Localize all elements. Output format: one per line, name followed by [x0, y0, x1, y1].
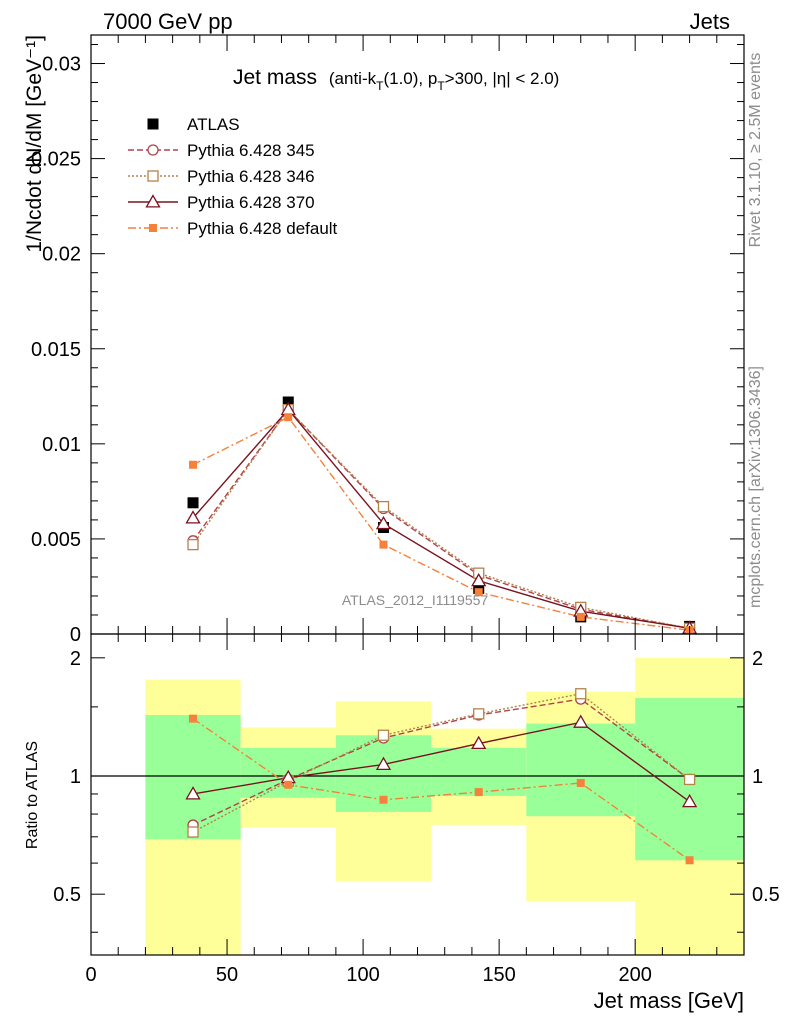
ratio-y-tick-label-left-0: 0.5: [53, 884, 81, 906]
main-point-3-3: [471, 572, 487, 587]
legend-label-3: Pythia 6.428 370: [187, 193, 315, 212]
ratio-point-2-2: [375, 756, 392, 770]
legend: ATLAS Pythia 6.428 345 Pythia 6.428 346 Pyt…: [128, 115, 338, 238]
main-series-markers: [185, 396, 698, 635]
main-y-tick-label-6: 0.03: [42, 54, 81, 76]
main-point-4-3: [474, 588, 483, 597]
energy-label: 7000 GeV pp: [103, 9, 233, 34]
legend-marker-0: [147, 118, 159, 130]
legend-label-4: Pythia 6.428 default: [187, 219, 338, 238]
legend-marker-4: [149, 224, 157, 232]
x-tick-label-0: 0: [85, 964, 96, 986]
main-point-3-2: [375, 515, 392, 530]
ratio-series-line-1: [192, 693, 691, 833]
main-y-axis-label: 1/Ncdot dN/dM [GeV⁻¹]: [23, 35, 46, 253]
main-axes: 0 0.005 0.01 0.015 0.02 0.025 0.03: [31, 35, 745, 646]
main-point-0-0: [187, 497, 199, 509]
ratio-point-1-5: [683, 773, 696, 786]
ratio-axes: 0.5 0.5 1 1 2 2 0 50 100 150 200: [53, 634, 780, 986]
main-point-4-1: [284, 413, 293, 422]
ratio-y-tick-label-left-1: 1: [70, 766, 81, 788]
ratio-point-1-3: [473, 708, 485, 720]
ratio-point-3-1: [284, 780, 293, 789]
main-point-2-0: [187, 538, 199, 551]
x-tick-label-3: 150: [482, 964, 515, 986]
ratio-point-1-0: [187, 826, 199, 838]
main-series-lines: [192, 408, 690, 631]
ratio-point-3-2: [379, 795, 388, 804]
mcplots-label: mcplots.cern.ch [arXiv:1306.3436]: [747, 366, 764, 608]
rivet-label: Rivet 3.1.10, ≥ 2.5M events: [747, 53, 764, 248]
ratio-series-markers: [185, 688, 698, 865]
main-y-tick-label-4: 0.02: [42, 244, 81, 266]
main-point-4-4: [576, 612, 585, 621]
x-tick-label-1: 50: [216, 964, 238, 986]
ratio-point-1-4: [575, 688, 587, 700]
ratio-series-line-0: [192, 698, 690, 826]
legend-label-0: ATLAS: [187, 115, 240, 134]
main-series-line-1: [192, 408, 690, 629]
category-label: Jets: [690, 9, 730, 34]
ratio-y-tick-label-right-0: 0.5: [752, 884, 780, 906]
legend-marker-1: [147, 144, 159, 156]
inner-band-4: [526, 723, 636, 817]
inner-band-3: [431, 747, 527, 796]
ratio-y-tick-label-right-1: 1: [752, 766, 763, 788]
title-note-subscript-2: T: [437, 79, 445, 93]
ratio-y-tick-label-right-2: 2: [752, 648, 763, 670]
main-point-2-2: [377, 500, 390, 513]
main-plot-title-text: Jet mass: [233, 66, 317, 89]
ratio-series-lines: [192, 693, 691, 861]
title-note-subscript-1: T: [376, 79, 384, 93]
x-tick-label-2: 100: [346, 964, 379, 986]
legend-label-2: Pythia 6.428 346: [187, 167, 315, 186]
ratio-point-3-0: [189, 714, 198, 723]
main-y-tick-label-2: 0.01: [42, 434, 81, 456]
legend-marker-2: [147, 170, 159, 182]
ratio-plot: 0.5 0.5 1 1 2 2 0 50 100 150 200 Ratio to ATLAS Je…: [24, 633, 780, 1013]
ratio-point-3-3: [474, 788, 483, 797]
ratio-point-2-5: [681, 793, 698, 808]
main-point-3-0: [185, 510, 201, 524]
ratio-series-line-2: [192, 721, 690, 803]
ratio-point-3-4: [576, 778, 585, 787]
main-y-tick-label-0: 0: [70, 624, 81, 646]
analysis-watermark: ATLAS_2012_I1119557: [342, 592, 489, 608]
main-plot-title: Jet mass (anti-kT(1.0), pT>300, |η| < 2.…: [233, 66, 559, 93]
ratio-point-2-4: [573, 714, 589, 728]
ratio-series-line-3: [192, 718, 690, 861]
title-note-part-1: (anti-k: [329, 69, 377, 88]
main-point-4-2: [379, 540, 388, 549]
ratio-point-2-3: [471, 735, 487, 750]
main-plot: 0 0.005 0.01 0.015 0.02 0.025 0.03 1/Ncdot dN/…: [23, 34, 745, 646]
ratio-point-3-5: [685, 856, 694, 865]
main-point-4-0: [189, 460, 198, 469]
ratio-point-1-2: [377, 729, 390, 741]
ratio-y-axis-label: Ratio to ATLAS: [24, 741, 41, 849]
x-axis-label: Jet mass [GeV]: [594, 988, 744, 1013]
main-series-line-2: [192, 408, 690, 629]
main-y-tick-label-3: 0.015: [31, 339, 81, 361]
title-note-part-2: (1.0), p: [383, 69, 437, 88]
title-note-part-3: >300, |η| < 2.0): [445, 69, 560, 88]
inner-band-0: [145, 715, 241, 840]
legend-label-1: Pythia 6.428 345: [187, 141, 315, 160]
ratio-point-2-0: [185, 786, 201, 800]
main-y-tick-label-5: 0.025: [31, 149, 81, 171]
legend-marker-3: [145, 194, 161, 208]
main-y-tick-label-1: 0.005: [31, 529, 81, 551]
x-tick-label-4: 200: [618, 964, 651, 986]
ratio-y-tick-label-left-2: 2: [70, 648, 81, 670]
main-series-line-3: [192, 408, 690, 629]
